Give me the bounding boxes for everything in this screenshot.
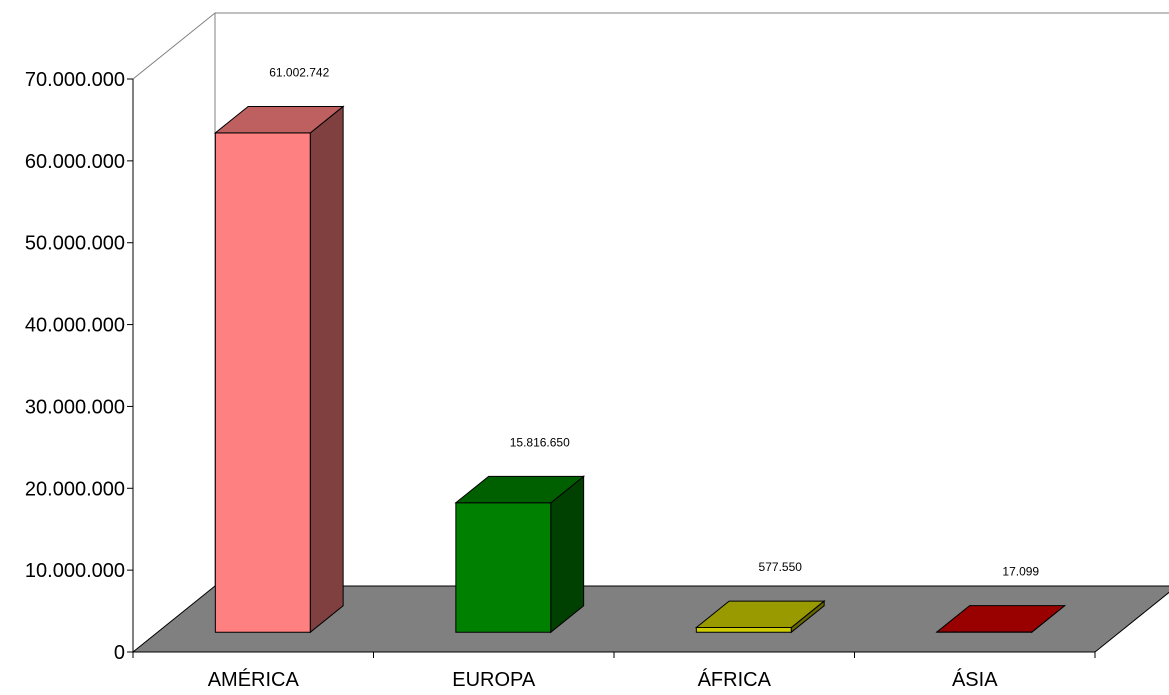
bar-front xyxy=(455,502,552,633)
y-tick-label: 10.000.000 xyxy=(25,560,125,582)
y-tick-label: 60.000.000 xyxy=(25,151,125,173)
y-tick-label: 50.000.000 xyxy=(25,233,125,255)
x-tick-label: AMÉRICA xyxy=(208,668,300,691)
bar-top xyxy=(213,105,345,134)
bar-group: 17.099 xyxy=(935,565,1067,634)
y-tick-label: 30.000.000 xyxy=(25,396,125,418)
y-tick-label: 40.000.000 xyxy=(25,315,125,337)
data-label: 17.099 xyxy=(1002,565,1039,579)
y-axis: 0 10.000.000 20.000.000 30.000.000 40.000.00… xyxy=(25,69,134,664)
bar-top xyxy=(935,605,1067,633)
bar-top xyxy=(694,600,826,628)
bar-front xyxy=(695,626,792,633)
bar-group: 577.550 xyxy=(694,560,826,634)
y-tick-label: 20.000.000 xyxy=(25,478,125,500)
x-tick-label: ÁFRICA xyxy=(698,668,772,691)
bars: 61.002.742 15.816.650 577.550 17.099 xyxy=(213,65,1067,634)
data-label: 61.002.742 xyxy=(269,65,329,79)
y-tick-label: 70.000.000 xyxy=(25,69,125,91)
side-wall xyxy=(132,11,216,652)
y-tick-label: 0 xyxy=(114,642,125,664)
bar-top xyxy=(454,475,586,504)
bar-group: 15.816.650 xyxy=(454,435,586,634)
x-tick-label: EUROPA xyxy=(452,669,536,691)
bar-group: 61.002.742 xyxy=(213,65,345,634)
data-label: 577.550 xyxy=(759,560,803,574)
bar-side xyxy=(550,475,585,634)
bar-front xyxy=(214,132,311,633)
back-wall xyxy=(215,12,1169,14)
x-tick-label: ÁSIA xyxy=(952,668,998,691)
bar-side xyxy=(309,105,344,634)
x-axis: AMÉRICA EUROPA ÁFRICA ÁSIA xyxy=(132,651,1096,691)
data-label: 15.816.650 xyxy=(510,435,570,449)
